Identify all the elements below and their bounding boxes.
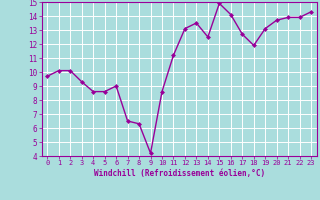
- X-axis label: Windchill (Refroidissement éolien,°C): Windchill (Refroidissement éolien,°C): [94, 169, 265, 178]
